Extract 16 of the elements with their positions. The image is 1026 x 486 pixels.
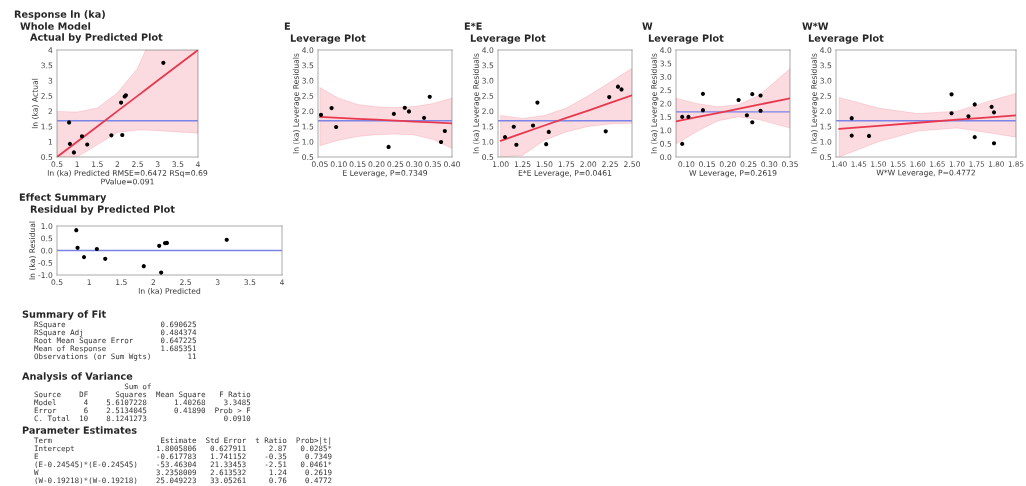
chart-subtitle: Leverage Plot xyxy=(648,34,724,44)
chart-title: W*W xyxy=(802,22,829,30)
text: Effect Summary xyxy=(19,193,107,203)
text: Response ln (ka) xyxy=(14,10,105,20)
text: Analysis of Variance xyxy=(22,372,133,382)
chart-subtitle: Leverage Plot xyxy=(290,34,366,44)
text: Summary of Fit xyxy=(22,310,106,320)
chart-subtitle: Leverage Plot xyxy=(470,34,546,44)
chart-title: Actual by Predicted Plot xyxy=(30,33,163,43)
chart-title: E xyxy=(284,22,290,30)
chart-title: Residual by Predicted Plot xyxy=(30,205,175,215)
chart-title: W xyxy=(642,22,653,30)
chart-title: E*E xyxy=(464,22,482,30)
text: Whole Model xyxy=(20,22,91,30)
text: Parameter Estimates xyxy=(22,426,137,434)
chart-subtitle: Leverage Plot xyxy=(808,34,884,44)
